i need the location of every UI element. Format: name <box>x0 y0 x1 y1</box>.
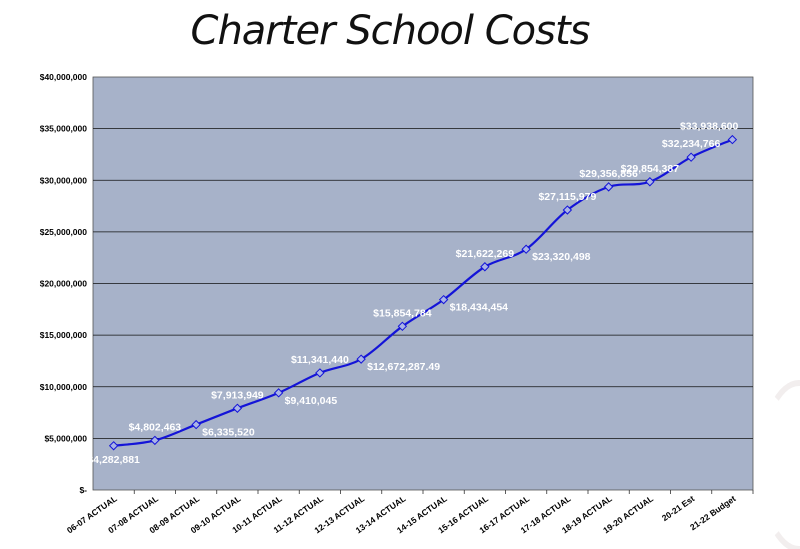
data-point <box>562 205 573 215</box>
data-point <box>480 262 490 272</box>
data-point <box>273 388 284 398</box>
data-point <box>727 134 738 145</box>
y-tick-label: $15,000,000 <box>40 330 88 340</box>
data-label: $4,282,881 <box>87 454 140 466</box>
x-tick-label: 21-22 Budget <box>688 493 738 532</box>
y-tick-label: $20,000,000 <box>40 279 88 289</box>
data-label: $9,410,045 <box>285 395 338 407</box>
y-tick-label: $40,000,000 <box>40 72 88 82</box>
data-label: $11,341,440 <box>291 354 349 366</box>
data-label: $15,854,784 <box>373 307 432 319</box>
data-point <box>686 152 696 162</box>
data-label: $4,802,463 <box>129 421 182 433</box>
data-point <box>108 441 119 451</box>
data-point <box>397 321 408 332</box>
data-point <box>356 354 366 364</box>
y-tick-label: $25,000,000 <box>40 227 88 237</box>
data-label: $23,320,498 <box>532 251 591 263</box>
slide-title: Charter School Costs <box>190 8 591 54</box>
data-label: $32,234,766 <box>662 138 721 150</box>
y-tick-label: $30,000,000 <box>40 175 88 185</box>
x-tick-label: 20-21 Est <box>660 493 696 523</box>
data-point <box>150 435 160 446</box>
data-label: $29,854,387 <box>621 163 680 175</box>
data-point <box>645 177 655 187</box>
data-point <box>521 244 531 254</box>
data-point <box>603 182 614 192</box>
data-label: $7,913,949 <box>211 389 264 401</box>
y-tick-label: $5,000,000 <box>44 433 87 443</box>
data-point <box>438 294 449 305</box>
data-label: $6,335,520 <box>202 427 255 439</box>
y-tick-label: $35,000,000 <box>40 124 88 134</box>
y-tick-label: $- <box>79 485 87 495</box>
data-point <box>232 403 243 413</box>
data-label: $29,356,856 <box>579 168 638 180</box>
y-tick-label: $10,000,000 <box>40 382 88 392</box>
data-label: $18,434,454 <box>450 302 509 314</box>
data-label: $27,115,979 <box>538 191 596 203</box>
series-line <box>113 138 733 447</box>
data-label: $33,938,600 <box>680 121 739 133</box>
data-label: $12,672,287.49 <box>367 361 440 373</box>
data-point <box>191 419 201 430</box>
data-label: $21,622,269 <box>456 248 515 260</box>
data-point <box>315 368 325 378</box>
